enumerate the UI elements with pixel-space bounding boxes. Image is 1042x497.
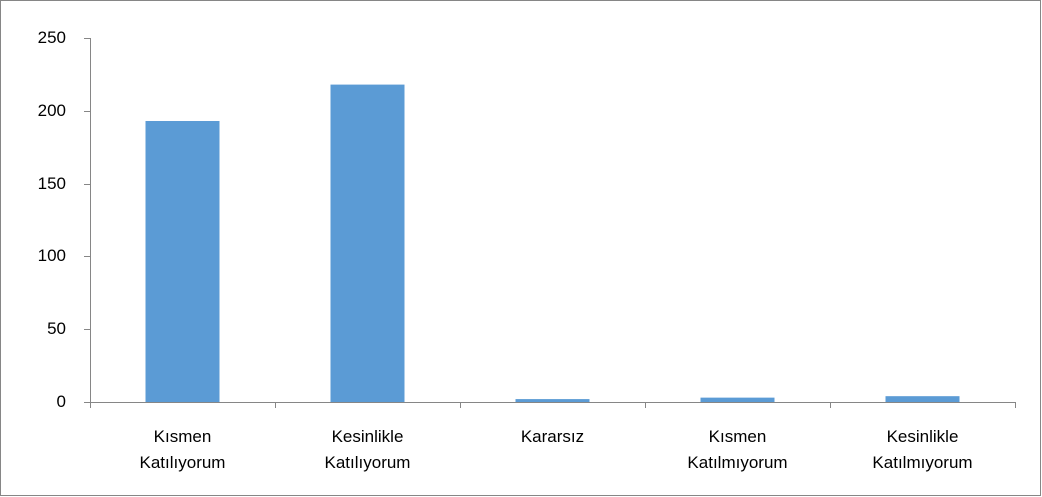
y-tick-label: 100	[38, 246, 66, 265]
y-tick-label: 200	[38, 101, 66, 120]
bar	[515, 399, 590, 402]
bar	[700, 397, 775, 402]
x-tick-label: Kesinlikle Katılmıyorum	[872, 427, 973, 472]
x-tick-label: Kısmen Katılmıyorum	[687, 427, 788, 472]
bar	[145, 120, 220, 402]
bar	[330, 84, 405, 402]
y-tick-label: 150	[38, 174, 66, 193]
bar	[885, 396, 960, 402]
y-tick-label: 250	[38, 28, 66, 47]
x-tick-label: Kısmen Katılıyorum	[139, 427, 226, 472]
x-tick-label: Kararsız	[520, 427, 585, 446]
y-tick-label: 0	[57, 392, 66, 411]
y-tick-label: 50	[47, 319, 66, 338]
x-tick-label: Kesinlikle Katılıyorum	[324, 427, 411, 472]
